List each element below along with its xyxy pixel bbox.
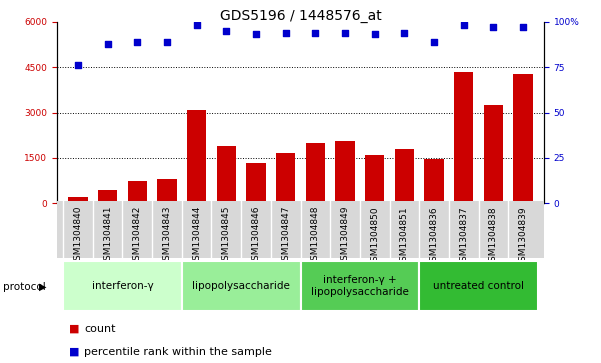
Text: interferon-γ: interferon-γ bbox=[91, 281, 153, 291]
Bar bbox=[300, 261, 419, 311]
Bar bbox=[182, 261, 300, 311]
Text: ▶: ▶ bbox=[40, 282, 47, 292]
Text: ■: ■ bbox=[69, 323, 79, 334]
Point bbox=[459, 23, 469, 28]
Point bbox=[518, 24, 528, 30]
Point bbox=[311, 30, 320, 36]
Bar bbox=[69, 197, 88, 203]
Text: count: count bbox=[84, 323, 115, 334]
Text: GSM1304841: GSM1304841 bbox=[103, 206, 112, 266]
Point bbox=[73, 62, 83, 68]
Text: GSM1304847: GSM1304847 bbox=[281, 206, 290, 266]
Bar bbox=[513, 74, 532, 203]
Text: interferon-γ +
lipopolysaccharide: interferon-γ + lipopolysaccharide bbox=[311, 275, 409, 297]
Bar bbox=[157, 179, 177, 203]
Point bbox=[162, 39, 172, 45]
Point bbox=[400, 30, 409, 36]
Text: GSM1304846: GSM1304846 bbox=[251, 206, 260, 266]
Text: GSM1304838: GSM1304838 bbox=[489, 206, 498, 266]
Text: GSM1304839: GSM1304839 bbox=[519, 206, 528, 266]
Text: GSM1304850: GSM1304850 bbox=[370, 206, 379, 266]
Text: GSM1304836: GSM1304836 bbox=[430, 206, 439, 266]
Text: GSM1304845: GSM1304845 bbox=[222, 206, 231, 266]
Text: GSM1304849: GSM1304849 bbox=[341, 206, 350, 266]
Bar bbox=[484, 105, 503, 203]
Text: GDS5196 / 1448576_at: GDS5196 / 1448576_at bbox=[219, 9, 382, 23]
Text: GSM1304844: GSM1304844 bbox=[192, 206, 201, 266]
Point bbox=[370, 32, 379, 37]
Text: GSM1304840: GSM1304840 bbox=[73, 206, 82, 266]
Text: lipopolysaccharide: lipopolysaccharide bbox=[192, 281, 290, 291]
Text: GSM1304848: GSM1304848 bbox=[311, 206, 320, 266]
Text: GSM1304851: GSM1304851 bbox=[400, 206, 409, 266]
Text: GSM1304842: GSM1304842 bbox=[133, 206, 142, 266]
Text: ■: ■ bbox=[69, 347, 79, 357]
Point bbox=[429, 39, 439, 45]
Bar bbox=[187, 110, 206, 203]
Bar bbox=[454, 72, 474, 203]
Text: GSM1304837: GSM1304837 bbox=[459, 206, 468, 266]
Point bbox=[340, 30, 350, 36]
Text: percentile rank within the sample: percentile rank within the sample bbox=[84, 347, 272, 357]
Bar bbox=[335, 141, 355, 203]
Text: untreated control: untreated control bbox=[433, 281, 524, 291]
Point bbox=[132, 39, 142, 45]
Bar bbox=[63, 261, 182, 311]
Bar bbox=[246, 163, 266, 203]
Point bbox=[103, 41, 112, 46]
Bar bbox=[127, 180, 147, 203]
Bar bbox=[306, 143, 325, 203]
Text: protocol: protocol bbox=[3, 282, 46, 292]
Text: GSM1304843: GSM1304843 bbox=[162, 206, 171, 266]
Point bbox=[251, 32, 261, 37]
Bar bbox=[276, 153, 295, 203]
Point bbox=[281, 30, 290, 36]
Bar bbox=[216, 146, 236, 203]
Bar bbox=[424, 159, 444, 203]
Bar bbox=[419, 261, 538, 311]
Bar bbox=[365, 155, 385, 203]
Point bbox=[489, 24, 498, 30]
Point bbox=[222, 28, 231, 34]
Bar bbox=[98, 190, 117, 203]
Point bbox=[192, 23, 201, 28]
Bar bbox=[395, 150, 414, 203]
